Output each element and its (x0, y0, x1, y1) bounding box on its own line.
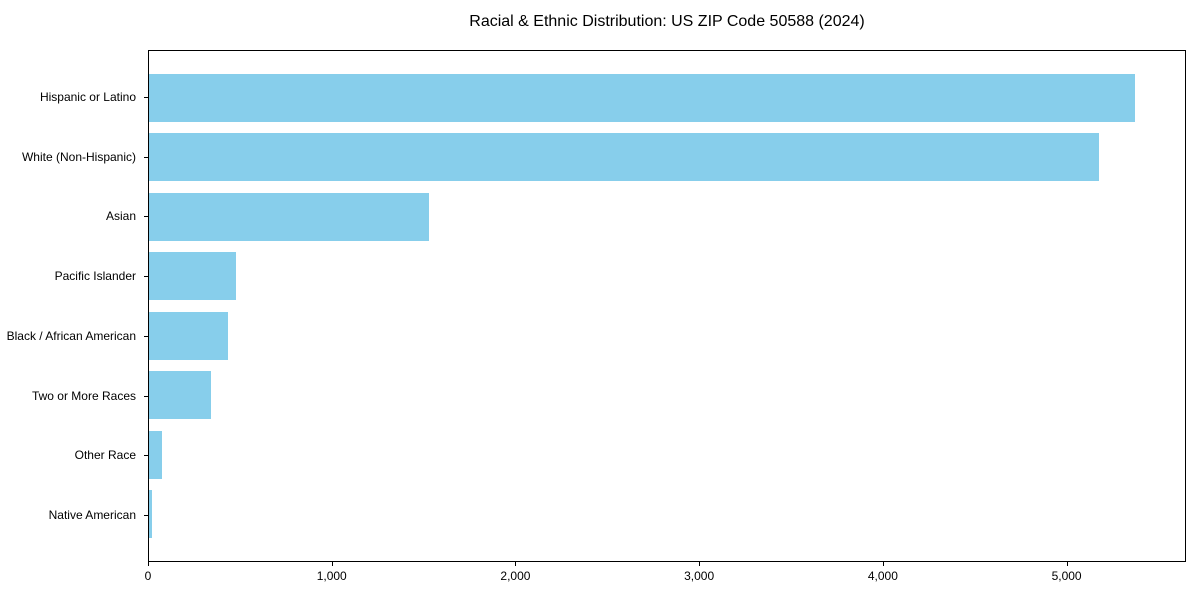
x-tick-label: 4,000 (867, 569, 898, 583)
x-tick-label: 3,000 (684, 569, 715, 583)
y-row: Two or More Races (0, 366, 148, 426)
x-tick-label: 2,000 (500, 569, 531, 583)
y-tick-label: Black / African American (6, 328, 136, 343)
x-tick-mark (331, 562, 333, 566)
bar (149, 133, 1099, 182)
y-axis: Hispanic or Latino White (Non-Hispanic) As… (0, 50, 148, 562)
bar (149, 490, 152, 539)
y-row: White (Non-Hispanic) (0, 127, 148, 187)
y-tick-label: Two or More Races (31, 388, 136, 403)
bar (149, 252, 237, 301)
y-tick-mark (144, 276, 148, 278)
y-tick-mark (144, 335, 148, 337)
y-row: Pacific Islander (0, 246, 148, 306)
x-tick-label: 0 (144, 569, 152, 583)
bar-row (149, 485, 1185, 545)
y-row: Hispanic or Latino (0, 67, 148, 127)
bar (149, 73, 1136, 122)
y-row: Asian (0, 187, 148, 247)
bar-rows (149, 51, 1185, 561)
bar-row (149, 366, 1185, 426)
plot-area (148, 50, 1186, 562)
y-tick-mark (144, 515, 148, 517)
bar (149, 192, 429, 241)
x-tick-mark (882, 562, 884, 566)
bar (149, 311, 228, 360)
x-tick-mark (515, 562, 517, 566)
bar-row (149, 187, 1185, 247)
y-tick-mark (144, 395, 148, 397)
bar-row (149, 68, 1185, 128)
bar-row (149, 306, 1185, 366)
y-tick-mark (144, 455, 148, 457)
bar-row (149, 128, 1185, 188)
y-tick-label: White (Non-Hispanic) (21, 149, 136, 164)
chart-title: Racial & Ethnic Distribution: US ZIP Cod… (469, 13, 865, 30)
bar (149, 430, 162, 479)
bar (149, 371, 212, 420)
y-tick-label: Other Race (74, 448, 136, 463)
x-tick-mark (148, 562, 149, 566)
x-axis: 0 1,000 2,000 3,000 4,000 5,000 (144, 561, 1186, 595)
x-tick-label: 5,000 (1051, 569, 1082, 583)
y-tick-mark (144, 96, 148, 98)
y-tick-label: Hispanic or Latino (39, 89, 136, 104)
y-tick-label: Pacific Islander (54, 269, 136, 284)
y-row: Native American (0, 485, 148, 545)
y-row: Other Race (0, 426, 148, 486)
bar-row (149, 247, 1185, 307)
x-tick-mark (1066, 562, 1068, 566)
x-tick-label: 1,000 (316, 569, 347, 583)
y-tick-label: Native American (48, 508, 136, 523)
bar-row (149, 425, 1185, 485)
x-tick-mark (699, 562, 701, 566)
y-tick-mark (144, 216, 148, 218)
y-tick-label: Asian (105, 209, 136, 224)
y-row: Black / African American (0, 306, 148, 366)
y-tick-mark (144, 156, 148, 158)
